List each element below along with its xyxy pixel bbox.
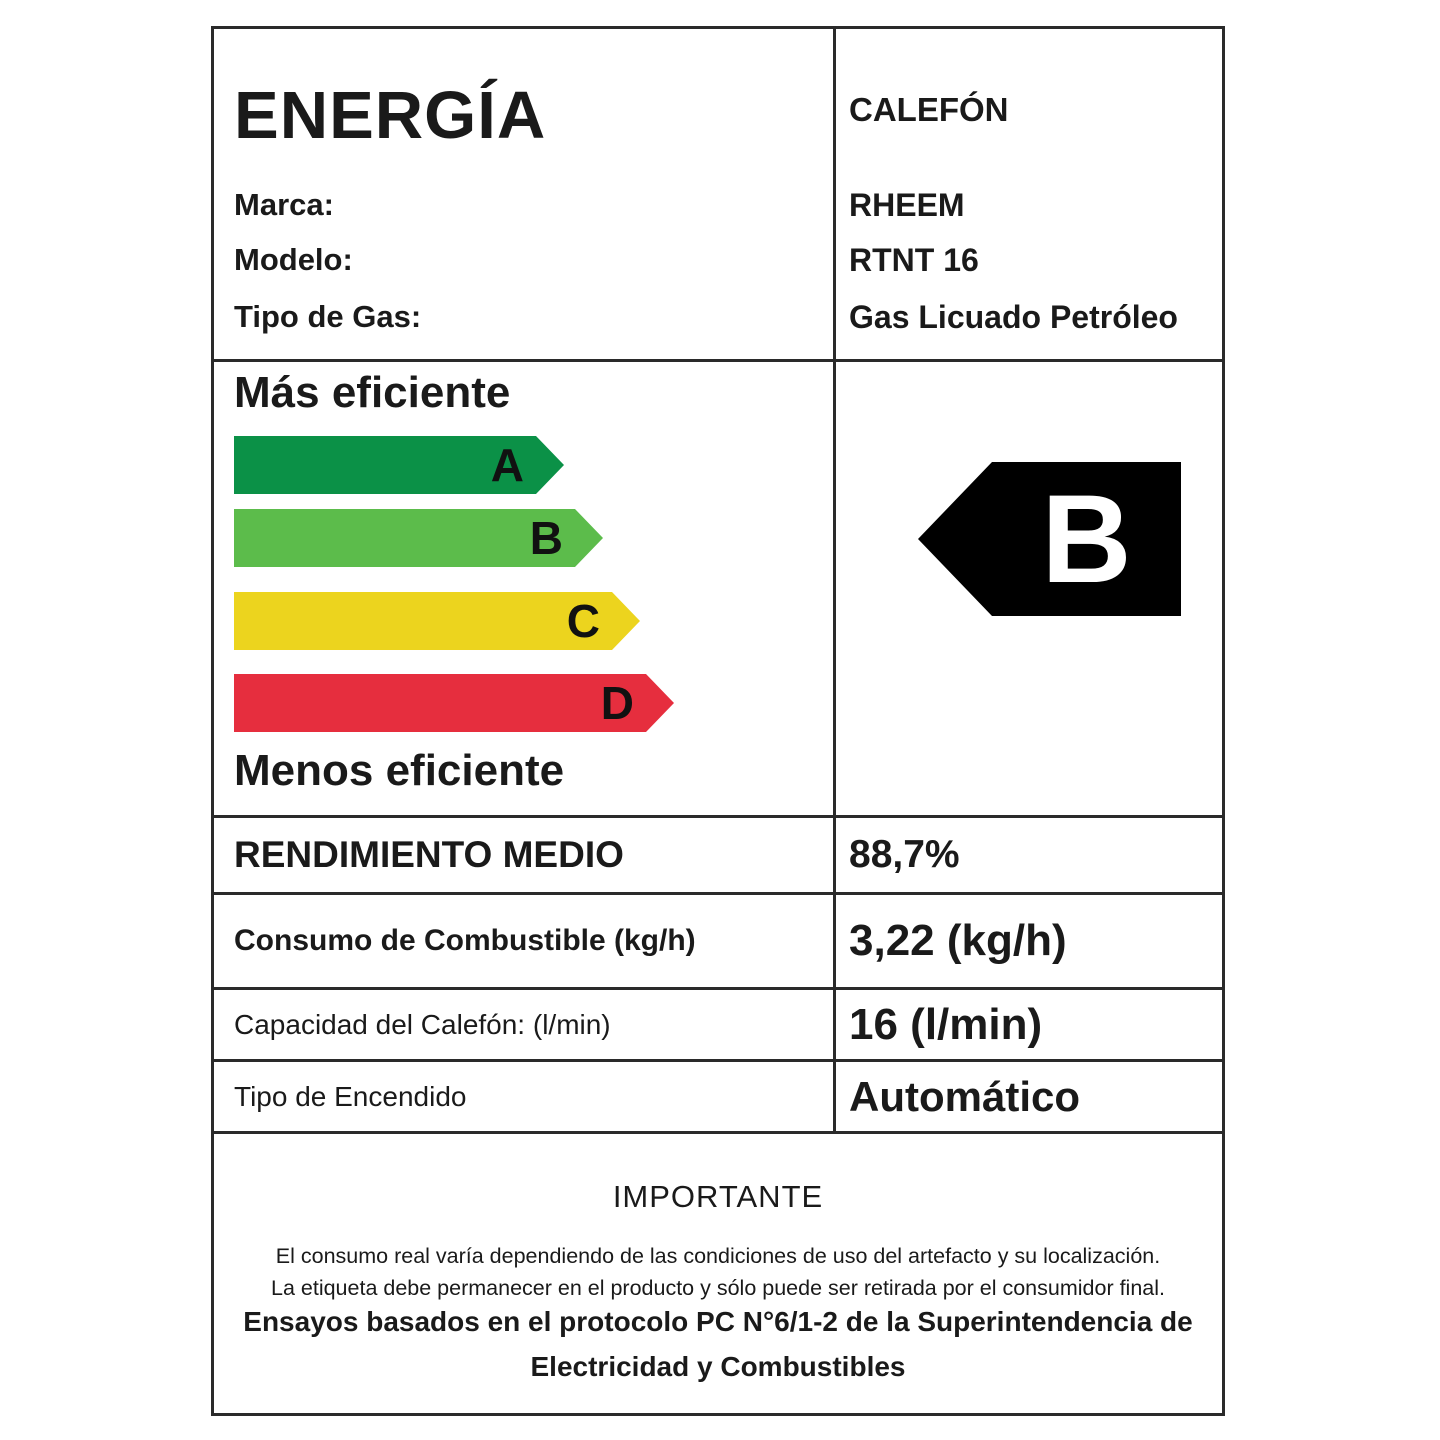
less-efficient-label: Menos eficiente	[234, 746, 565, 795]
grade-letter-b: B	[529, 512, 563, 564]
header-left-column: ENERGÍA Marca: Modelo: Tipo de Gas:	[214, 29, 833, 359]
spec-row-consumo: Consumo de Combustible (kg/h) 3,22 (kg/h…	[214, 892, 1222, 987]
header-right-column: CALEFÓN RHEEM RTNT 16 Gas Licuado Petról…	[833, 29, 1222, 359]
notice-bold-line-2: Electricidad y Combustibles	[530, 1351, 906, 1382]
notice-section: IMPORTANTE El consumo real varía dependi…	[214, 1131, 1222, 1413]
more-efficient-label: Más eficiente	[234, 368, 511, 417]
grade-letter-c: C	[566, 595, 600, 647]
notice-line-2: La etiqueta debe permanecer en el produc…	[271, 1276, 1165, 1300]
spec-label-encendido: Tipo de Encendido	[234, 1080, 467, 1112]
field-label-tipo-gas: Tipo de Gas:	[234, 299, 422, 334]
product-type: CALEFÓN	[849, 91, 1009, 128]
field-value-modelo: RTNT 16	[849, 242, 979, 278]
spec-row-capacidad: Capacidad del Calefón: (l/min) 16 (l/min…	[214, 987, 1222, 1059]
rating-column: B	[833, 362, 1222, 815]
spec-value-rendimiento: 88,7%	[833, 818, 1222, 892]
field-label-marca: Marca:	[234, 187, 334, 222]
efficiency-arrow-c: C	[234, 592, 640, 650]
efficiency-arrow-b: B	[234, 509, 603, 567]
header-section: ENERGÍA Marca: Modelo: Tipo de Gas: CALE…	[214, 29, 1222, 359]
spec-value-capacidad: 16 (l/min)	[833, 990, 1222, 1059]
notice-bold-line-1: Ensayos basados en el protocolo PC N°6/1…	[243, 1306, 1193, 1337]
rating-arrow: B	[918, 462, 1181, 616]
grade-letter-d: D	[600, 677, 634, 729]
efficiency-scale: Más eficiente A B C D Menos eficiente	[214, 362, 833, 815]
label-title: ENERGÍA	[234, 78, 547, 153]
notice-heading: IMPORTANTE	[612, 1179, 824, 1214]
energy-label: ENERGÍA Marca: Modelo: Tipo de Gas: CALE…	[211, 26, 1225, 1416]
rating-letter: B	[1041, 469, 1132, 609]
spec-value-consumo: 3,22 (kg/h)	[833, 895, 1222, 987]
field-value-tipo-gas: Gas Licuado Petróleo	[849, 299, 1178, 335]
notice-line-1: El consumo real varía dependiendo de las…	[275, 1244, 1161, 1268]
field-label-modelo: Modelo:	[234, 242, 353, 277]
grade-letter-a: A	[490, 439, 524, 491]
efficiency-section: Más eficiente A B C D Menos eficiente B	[214, 359, 1222, 815]
spec-label-consumo: Consumo de Combustible (kg/h)	[234, 924, 696, 957]
spec-label-capacidad: Capacidad del Calefón: (l/min)	[234, 1008, 611, 1040]
spec-row-rendimiento: RENDIMIENTO MEDIO 88,7%	[214, 815, 1222, 892]
spec-value-encendido: Automático	[833, 1062, 1222, 1131]
spec-row-encendido: Tipo de Encendido Automático	[214, 1059, 1222, 1131]
spec-label-rendimiento: RENDIMIENTO MEDIO	[234, 834, 624, 875]
efficiency-arrow-a: A	[234, 436, 564, 494]
field-value-marca: RHEEM	[849, 187, 965, 223]
efficiency-arrow-d: D	[234, 674, 674, 732]
